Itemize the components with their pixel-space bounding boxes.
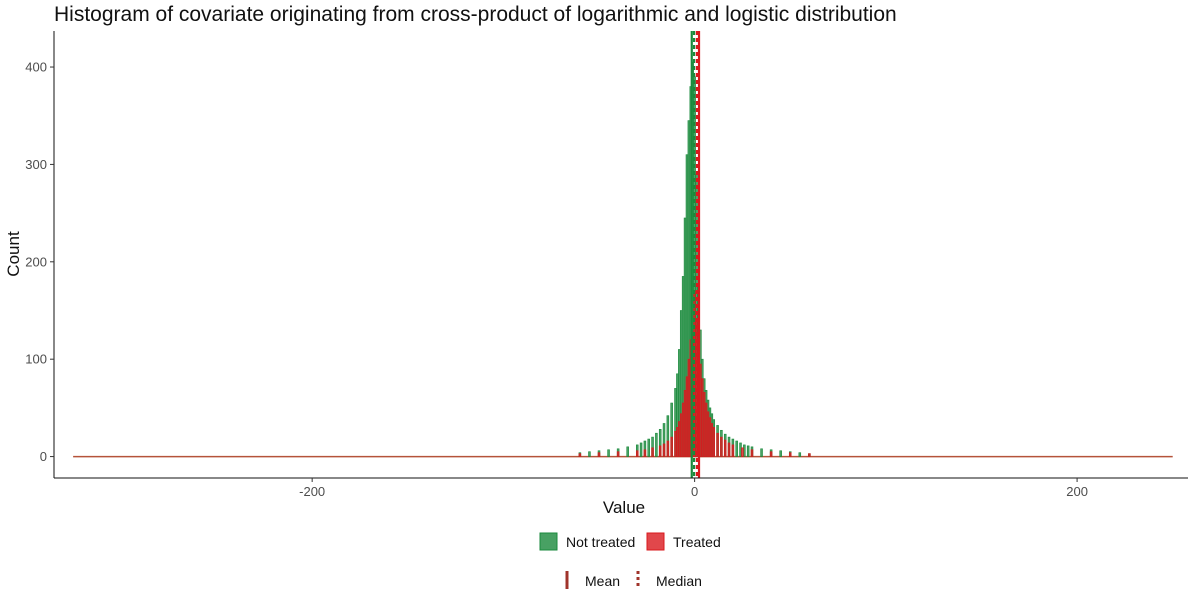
bar-treated <box>670 436 673 457</box>
bar-treated <box>616 451 620 457</box>
bar-treated <box>727 442 731 457</box>
bar-not-treated <box>798 452 802 457</box>
chart-title: Histogram of covariate originating from … <box>54 3 897 26</box>
y-tick-label: 400 <box>25 60 47 75</box>
bar-not-treated <box>626 446 629 457</box>
bar-treated <box>651 447 654 457</box>
bar-treated <box>643 449 647 457</box>
bar-treated <box>635 450 639 457</box>
bar-not-treated <box>760 448 763 457</box>
y-tick-label: 100 <box>25 352 47 367</box>
bar-treated <box>750 449 754 457</box>
bar-not-treated <box>779 450 782 457</box>
bar-not-treated <box>639 442 643 457</box>
bar-not-treated <box>655 432 658 457</box>
bar-treated <box>658 445 662 457</box>
x-tick-label: -200 <box>299 484 325 499</box>
ticks-layer: -200 0 200 0 100 200 300 400 <box>25 60 1088 499</box>
bar-not-treated <box>588 451 591 457</box>
x-tick-label: 200 <box>1066 484 1088 499</box>
legend-fill: Not treated Treated <box>539 532 721 551</box>
y-tick-label: 300 <box>25 157 47 172</box>
bar-treated <box>731 444 735 457</box>
legend-label-mean: Mean <box>585 573 620 589</box>
legend-label-not-treated: Not treated <box>566 534 635 550</box>
reference-lines-layer <box>690 31 701 478</box>
legend-key-treated <box>646 532 665 551</box>
y-tick-label: 0 <box>40 449 47 464</box>
y-tick-label: 200 <box>25 254 47 269</box>
bar-treated <box>662 443 666 457</box>
bar-treated <box>741 447 744 457</box>
legend-label-treated: Treated <box>673 534 721 550</box>
bar-treated <box>808 453 811 457</box>
bar-not-treated <box>647 438 650 457</box>
legend-lines: Mean Median <box>565 571 702 589</box>
bar-treated <box>720 436 723 457</box>
bar-treated <box>712 427 716 457</box>
legend-key-not-treated <box>539 532 558 551</box>
bar-treated <box>578 453 582 457</box>
bar-not-treated <box>746 445 750 457</box>
bar-treated <box>788 452 792 457</box>
x-tick-label: 0 <box>691 484 698 499</box>
bars-layer <box>73 61 1173 458</box>
bar-treated <box>716 432 719 457</box>
bar-not-treated <box>735 440 738 457</box>
bar-treated <box>723 439 727 457</box>
legend-label-median: Median <box>656 573 702 589</box>
bar-treated <box>597 452 601 457</box>
bar-treated <box>666 440 670 457</box>
bar-not-treated <box>607 449 610 457</box>
bar-treated <box>769 451 773 457</box>
x-axis-title: Value <box>603 498 645 517</box>
y-axis-title: Count <box>4 231 23 277</box>
